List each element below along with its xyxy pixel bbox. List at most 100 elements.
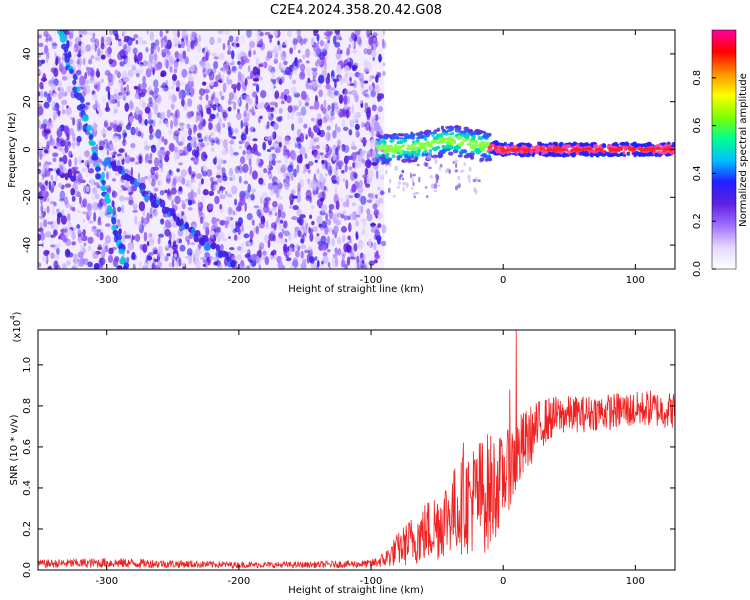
track-mark — [104, 197, 112, 204]
noise-blob — [306, 67, 312, 78]
signal-mark — [541, 145, 547, 149]
noise-blob — [299, 100, 303, 107]
noise-blob — [208, 190, 215, 196]
noise-blob — [77, 57, 83, 66]
signal-mark — [423, 130, 429, 135]
noise-blob — [84, 159, 90, 168]
noise-blob — [220, 95, 225, 101]
colorbar-tick-label: 0.6 — [692, 118, 703, 134]
noise-blob — [382, 30, 386, 36]
noise-blob — [47, 266, 52, 269]
noise-blob — [216, 122, 221, 133]
noise-blob — [346, 106, 351, 110]
signal-mark — [391, 154, 396, 159]
noise-blob — [310, 260, 317, 269]
noise-blob — [274, 253, 277, 261]
noise-blob — [217, 264, 223, 269]
noise-blob — [199, 95, 203, 101]
noise-blob — [333, 90, 339, 96]
noise-blob — [67, 168, 73, 179]
noise-blob — [258, 213, 263, 219]
noise-blob — [365, 183, 371, 188]
signal-mark — [645, 146, 650, 152]
noise-blob — [374, 114, 379, 122]
signal-mark — [474, 144, 479, 148]
noise-blob — [330, 87, 336, 91]
noise-blob — [335, 161, 339, 171]
noise-blob — [70, 167, 75, 175]
noise-blob — [280, 219, 284, 224]
spectrogram-x-ticks: -300 -200 -100 0 100 — [95, 30, 645, 286]
noise-blob — [92, 32, 96, 39]
noise-blob — [347, 235, 351, 240]
noise-blob — [204, 142, 210, 146]
noise-blob — [320, 235, 327, 244]
noise-blob — [309, 256, 315, 264]
noise-blob — [372, 56, 375, 62]
noise-blob — [314, 136, 320, 143]
signal-mark — [436, 127, 440, 132]
noise-blob — [68, 127, 75, 136]
noise-blob — [256, 152, 262, 157]
noise-blob — [104, 223, 111, 227]
noise-blob — [247, 183, 252, 193]
noise-blob — [360, 205, 364, 214]
noise-blob — [181, 68, 188, 78]
noise-blob — [152, 91, 159, 99]
signal-mark — [440, 132, 446, 136]
noise-blob — [38, 182, 43, 186]
noise-blob — [362, 174, 368, 179]
signal-mark — [376, 140, 383, 146]
signal-mark — [454, 145, 460, 149]
noise-blob — [74, 187, 77, 197]
noise-blob — [295, 61, 300, 69]
noise-blob — [340, 77, 343, 86]
noise-blob — [55, 174, 58, 183]
noise-blob — [176, 58, 180, 63]
noise-blob — [236, 99, 241, 104]
noise-blob — [106, 53, 111, 59]
noise-blob — [351, 202, 357, 207]
noise-blob — [45, 37, 49, 43]
noise-blob — [274, 90, 280, 99]
noise-blob — [50, 67, 56, 74]
noise-blob — [185, 92, 192, 96]
noise-blob — [338, 166, 342, 170]
noise-blob — [209, 81, 215, 86]
noise-blob — [360, 195, 367, 205]
noise-blob — [284, 238, 288, 243]
noise-blob — [167, 129, 173, 135]
noise-blob — [82, 218, 86, 223]
signal-mark — [466, 142, 472, 146]
noise-blob — [266, 148, 272, 153]
noise-blob — [310, 179, 317, 190]
noise-blob — [96, 49, 104, 56]
noise-blob — [247, 65, 251, 73]
noise-blob — [82, 211, 88, 215]
signal-mark — [619, 148, 624, 151]
snr-panel: -300 -200 -100 0 100 0.00.20.40.60.81.0 Heig… — [9, 311, 676, 596]
noise-blob — [38, 103, 43, 109]
colorbar-tick-label: 0.4 — [692, 165, 703, 181]
signal-mark — [429, 131, 433, 135]
noise-blob — [321, 159, 326, 164]
noise-blob — [154, 59, 158, 64]
noise-blob — [188, 75, 195, 82]
noise-blob — [157, 180, 161, 186]
noise-blob — [63, 196, 69, 206]
noise-blob — [323, 41, 329, 51]
noise-blob — [372, 32, 378, 37]
track-mark — [229, 259, 236, 268]
noise-blob — [224, 219, 229, 226]
noise-blob — [193, 140, 197, 149]
noise-blob — [159, 189, 165, 196]
noise-blob — [48, 265, 53, 269]
noise-blob — [85, 84, 91, 94]
noise-blob — [181, 202, 186, 210]
signal-scatter — [454, 185, 459, 191]
noise-blob — [325, 131, 331, 141]
noise-blob — [60, 228, 67, 234]
noise-blob — [188, 127, 193, 137]
noise-blob — [200, 178, 204, 185]
noise-blob — [341, 143, 346, 152]
